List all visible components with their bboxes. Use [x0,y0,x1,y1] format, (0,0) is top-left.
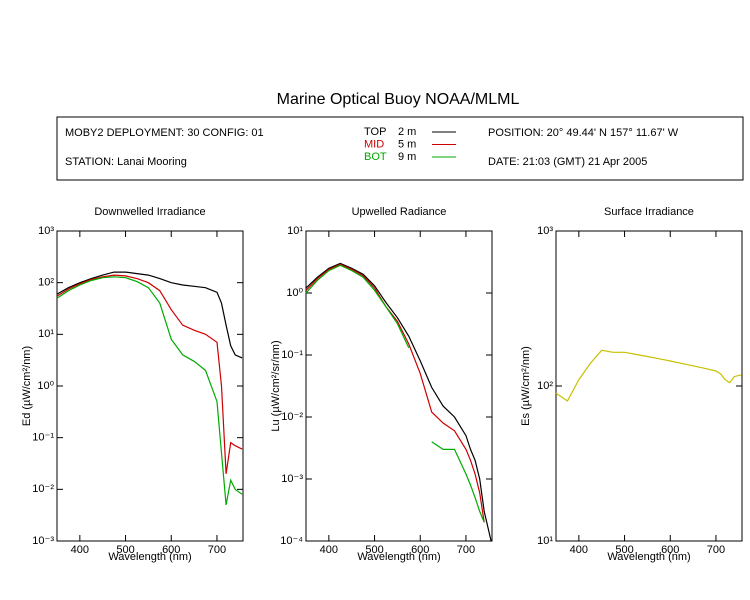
y-tick-label: 10³ [38,225,54,237]
x-tick-label: 400 [570,544,588,556]
y-axis-label: Lu (µW/cm²/sr/nm) [270,340,282,431]
y-tick-label: 10² [537,380,553,392]
y-axis-label: Ed (µW/cm²/nm) [21,346,33,426]
x-tick-label: 400 [71,544,89,556]
y-tick-label: 10⁻¹ [32,432,54,444]
plot-frame [56,230,244,542]
x-tick-label: 600 [411,544,429,556]
station: STATION: Lanai Mooring [65,156,187,168]
x-tick-label: 500 [615,544,633,556]
series-line [56,276,243,506]
y-tick-label: 10⁻² [281,411,303,423]
panel-title: Surface Irradiance [604,206,694,218]
plot-frame [305,230,493,542]
x-tick-label: 500 [365,544,383,556]
y-tick-label: 10¹ [287,225,303,237]
y-axis-label: Es (µW/cm²/nm) [520,346,532,426]
y-tick-label: 10⁰ [286,287,303,299]
legend-depth: 9 m [398,151,416,163]
legend-depth: 5 m [398,138,416,150]
x-axis-label: Wavelength (nm) [108,551,191,563]
series-line [555,349,742,402]
y-tick-label: 10⁻³ [32,535,54,547]
legend-name: TOP [364,126,386,138]
panel-title: Upwelled Radiance [352,206,447,218]
y-tick-label: 10⁻³ [281,473,303,485]
y-tick-label: 10¹ [537,535,553,547]
series-line [305,264,485,523]
legend-name: BOT [364,151,387,163]
x-tick-label: 600 [661,544,679,556]
x-tick-label: 700 [707,544,725,556]
y-tick-label: 10¹ [38,328,54,340]
y-tick-label: 10⁰ [37,380,54,392]
x-axis-label: Wavelength (nm) [357,551,440,563]
x-tick-label: 400 [320,544,338,556]
y-tick-label: 10⁻⁴ [280,535,303,547]
series-line [305,262,492,542]
plot-frame [555,230,743,542]
series-line [305,263,485,523]
position: POSITION: 20° 49.44' N 157° 11.67' W [488,127,679,139]
header-box [56,116,744,181]
legend-depth: 2 m [398,126,416,138]
x-tick-label: 700 [457,544,475,556]
deployment: MOBY2 DEPLOYMENT: 30 CONFIG: 01 [65,127,264,139]
x-axis-label: Wavelength (nm) [607,551,690,563]
x-tick-label: 500 [116,544,134,556]
series-line [56,274,243,474]
y-tick-label: 10⁻² [32,483,54,495]
series-line [56,271,243,359]
y-tick-label: 10⁻¹ [281,349,303,361]
date: DATE: 21:03 (GMT) 21 Apr 2005 [488,156,647,168]
panel-title: Downwelled Irradiance [94,206,205,218]
x-tick-label: 600 [162,544,180,556]
legend-name: MID [364,138,384,150]
x-tick-label: 700 [208,544,226,556]
y-tick-label: 10³ [537,225,553,237]
y-tick-label: 10² [38,277,54,289]
main-title: Marine Optical Buoy NOAA/MLML [277,91,520,108]
